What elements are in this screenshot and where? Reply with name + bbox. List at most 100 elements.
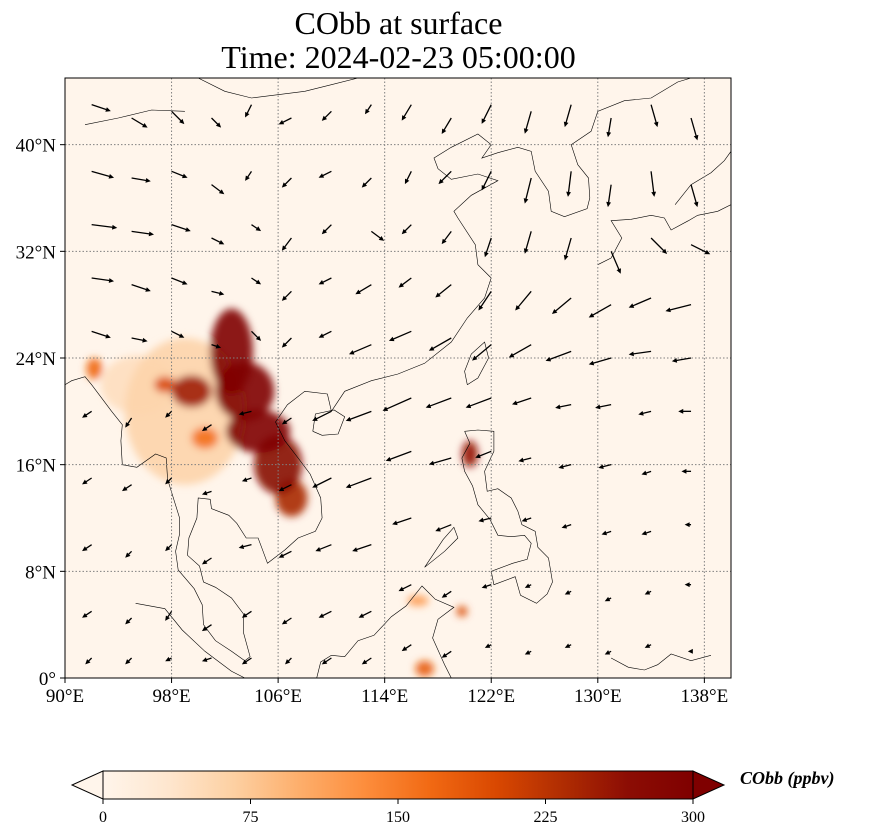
coastline (135, 603, 245, 678)
wind-vector (481, 104, 492, 124)
concentration-patch (456, 606, 468, 617)
wind-vector (523, 177, 532, 204)
colorbar: 0 75 150 225 300 (70, 770, 726, 826)
wind-vector (425, 397, 452, 409)
wind-vector (484, 643, 492, 648)
wind-vector (125, 550, 133, 558)
wind-vector (478, 517, 492, 523)
wind-vector (404, 171, 412, 185)
wind-vector (563, 104, 572, 128)
wind-vector (441, 230, 452, 245)
longitude-ticks: 90°E 98°E 106°E 114°E 122°E 130°E 138°E (46, 678, 728, 707)
wind-vector (361, 657, 372, 665)
wind-vector (638, 410, 652, 416)
wind-vector (201, 557, 212, 565)
wind-vector (165, 544, 173, 552)
wind-vector (561, 524, 572, 529)
coastline (198, 78, 359, 99)
wind-vector (171, 170, 188, 179)
gridlines (65, 78, 731, 678)
wind-vector (687, 648, 693, 654)
wind-vector (398, 277, 412, 288)
wind-vector (523, 231, 532, 254)
wind-vector (321, 110, 332, 121)
wind-vector (641, 470, 652, 476)
wind-vector (281, 617, 292, 625)
wind-vector (82, 410, 93, 418)
coastline (461, 429, 553, 604)
wind-vector (315, 544, 332, 552)
colorbar-tick-label: 150 (386, 809, 410, 826)
wind-vector (684, 522, 692, 528)
wind-vector (241, 610, 252, 618)
wind-vector (321, 657, 332, 665)
wind-vector (441, 650, 452, 658)
concentration-patch (226, 410, 291, 453)
wind-vector (125, 617, 133, 625)
wind-vector (211, 344, 222, 349)
wind-vector (281, 237, 292, 251)
coastline (312, 409, 346, 436)
wind-vector (650, 171, 657, 197)
wind-vector (318, 170, 332, 178)
wind-vector (281, 337, 292, 348)
wind-vector (563, 237, 572, 261)
wind-vector (251, 277, 262, 285)
wind-vector (171, 330, 185, 338)
wind-vector (85, 657, 93, 665)
wind-vector (484, 237, 492, 258)
concentration-patch (171, 375, 212, 408)
wind-vector (481, 171, 492, 191)
lon-tick-label: 98°E (152, 686, 190, 707)
wind-vector (521, 517, 532, 522)
wind-vector (131, 177, 151, 183)
lat-tick-label: 24°N (16, 349, 57, 370)
wind-vector (595, 404, 612, 410)
wind-vector (401, 644, 412, 652)
wind-vector (211, 184, 225, 195)
wind-vector (131, 284, 151, 292)
wind-vector (610, 251, 621, 274)
wind-vector (361, 177, 372, 188)
coastline (331, 78, 692, 412)
wind-vector (588, 304, 612, 318)
wind-vector (481, 584, 492, 589)
wind-vector (165, 656, 172, 662)
wind-vector (441, 117, 452, 134)
wind-vector (428, 337, 452, 351)
wind-vector (690, 117, 699, 141)
wind-vector (345, 410, 372, 422)
colorbar-extend-min (70, 770, 104, 800)
wind-vector (312, 410, 332, 421)
wind-vector (588, 357, 612, 366)
wind-vector (91, 104, 111, 112)
wind-vector (524, 650, 532, 655)
wind-vector (478, 290, 492, 311)
wind-vector (650, 104, 659, 128)
concentration-patch (461, 440, 478, 468)
wind-vector (604, 596, 612, 602)
wind-vector (238, 544, 252, 549)
wind-vector (211, 290, 225, 296)
wind-vector (472, 344, 492, 361)
wind-vector (358, 610, 372, 618)
wind-vector (251, 330, 262, 341)
wind-vector (644, 643, 652, 648)
wind-vector (281, 177, 292, 188)
wind-vector (165, 410, 173, 418)
wind-vector (475, 450, 492, 459)
wind-vector (555, 404, 572, 410)
wind-vector (392, 517, 412, 526)
wind-vector (385, 450, 412, 462)
wind-vector (650, 237, 668, 254)
wind-vector (428, 457, 452, 466)
wind-vector (245, 104, 253, 118)
concentration-patch (154, 376, 176, 393)
wind-vector (165, 477, 173, 485)
wind-vector (606, 184, 612, 208)
wind-vector (122, 484, 132, 492)
wind-vector (438, 170, 452, 185)
wind-vector (435, 284, 452, 298)
wind-vector (91, 330, 111, 339)
